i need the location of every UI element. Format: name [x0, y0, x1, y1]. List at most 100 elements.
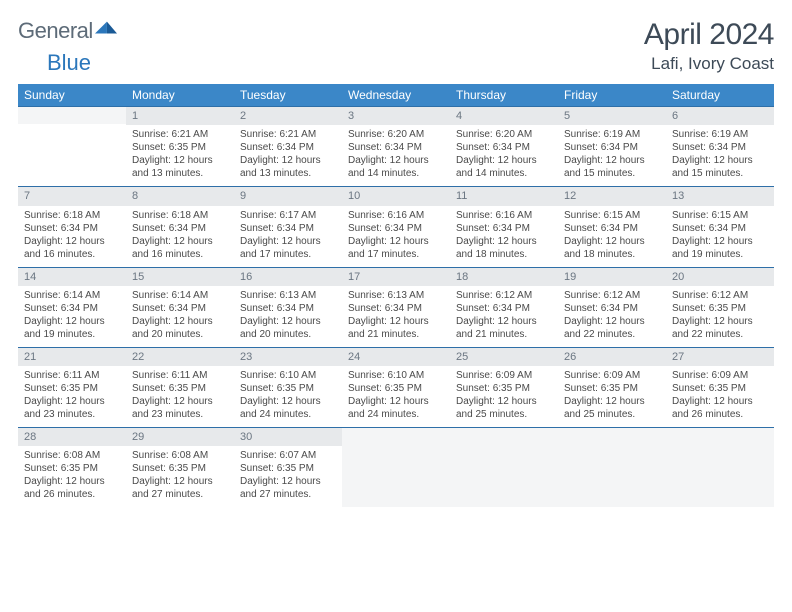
day-sunrise: Sunrise: 6:14 AM [24, 289, 120, 302]
day-daylight2: and 20 minutes. [240, 328, 336, 341]
day-sunset: Sunset: 6:34 PM [672, 222, 768, 235]
day-daylight1: Daylight: 12 hours [132, 475, 228, 488]
day-sunrise: Sunrise: 6:10 AM [348, 369, 444, 382]
day-daylight2: and 16 minutes. [132, 248, 228, 261]
day-daylight1: Daylight: 12 hours [24, 395, 120, 408]
day-daylight2: and 24 minutes. [348, 408, 444, 421]
day-sunrise: Sunrise: 6:09 AM [564, 369, 660, 382]
day-body: Sunrise: 6:08 AMSunset: 6:35 PMDaylight:… [126, 446, 234, 507]
day-body: Sunrise: 6:09 AMSunset: 6:35 PMDaylight:… [558, 366, 666, 427]
day-number: 28 [18, 427, 126, 446]
week-row: 21Sunrise: 6:11 AMSunset: 6:35 PMDayligh… [18, 347, 774, 427]
day-daylight1: Daylight: 12 hours [24, 475, 120, 488]
day-number: 24 [342, 347, 450, 366]
daynum-bar-blank [450, 427, 558, 445]
day-sunrise: Sunrise: 6:19 AM [564, 128, 660, 141]
day-number: 13 [666, 186, 774, 205]
day-sunrise: Sunrise: 6:11 AM [24, 369, 120, 382]
calendar-table: SundayMondayTuesdayWednesdayThursdayFrid… [18, 84, 774, 507]
day-number: 18 [450, 267, 558, 286]
day-body: Sunrise: 6:09 AMSunset: 6:35 PMDaylight:… [666, 366, 774, 427]
day-sunset: Sunset: 6:34 PM [564, 222, 660, 235]
day-daylight1: Daylight: 12 hours [672, 154, 768, 167]
day-number: 9 [234, 186, 342, 205]
day-cell [18, 106, 126, 186]
day-daylight2: and 15 minutes. [672, 167, 768, 180]
day-number: 29 [126, 427, 234, 446]
day-daylight2: and 21 minutes. [348, 328, 444, 341]
day-daylight1: Daylight: 12 hours [24, 315, 120, 328]
day-daylight1: Daylight: 12 hours [672, 235, 768, 248]
day-daylight2: and 22 minutes. [672, 328, 768, 341]
day-sunset: Sunset: 6:35 PM [24, 382, 120, 395]
day-header: Sunday [18, 84, 126, 106]
day-daylight2: and 26 minutes. [672, 408, 768, 421]
day-sunrise: Sunrise: 6:16 AM [456, 209, 552, 222]
day-daylight1: Daylight: 12 hours [456, 235, 552, 248]
day-cell: 19Sunrise: 6:12 AMSunset: 6:34 PMDayligh… [558, 267, 666, 347]
day-header: Tuesday [234, 84, 342, 106]
location: Lafi, Ivory Coast [644, 54, 774, 74]
day-number: 25 [450, 347, 558, 366]
day-sunset: Sunset: 6:34 PM [240, 141, 336, 154]
day-number: 20 [666, 267, 774, 286]
day-body: Sunrise: 6:07 AMSunset: 6:35 PMDaylight:… [234, 446, 342, 507]
day-daylight1: Daylight: 12 hours [348, 235, 444, 248]
day-cell [558, 427, 666, 507]
day-sunset: Sunset: 6:34 PM [564, 302, 660, 315]
day-number: 3 [342, 106, 450, 125]
day-daylight1: Daylight: 12 hours [240, 315, 336, 328]
day-daylight1: Daylight: 12 hours [132, 395, 228, 408]
day-daylight1: Daylight: 12 hours [672, 395, 768, 408]
day-cell: 2Sunrise: 6:21 AMSunset: 6:34 PMDaylight… [234, 106, 342, 186]
day-body: Sunrise: 6:13 AMSunset: 6:34 PMDaylight:… [234, 286, 342, 347]
day-body: Sunrise: 6:10 AMSunset: 6:35 PMDaylight:… [234, 366, 342, 427]
day-number: 15 [126, 267, 234, 286]
day-number: 7 [18, 186, 126, 205]
day-cell: 12Sunrise: 6:15 AMSunset: 6:34 PMDayligh… [558, 186, 666, 266]
day-body: Sunrise: 6:10 AMSunset: 6:35 PMDaylight:… [342, 366, 450, 427]
day-sunrise: Sunrise: 6:13 AM [348, 289, 444, 302]
day-body: Sunrise: 6:19 AMSunset: 6:34 PMDaylight:… [558, 125, 666, 186]
day-sunset: Sunset: 6:34 PM [456, 302, 552, 315]
day-header: Monday [126, 84, 234, 106]
day-daylight1: Daylight: 12 hours [672, 315, 768, 328]
day-daylight1: Daylight: 12 hours [456, 395, 552, 408]
header: General April 2024 Lafi, Ivory Coast [18, 18, 774, 74]
day-sunset: Sunset: 6:34 PM [24, 222, 120, 235]
day-sunset: Sunset: 6:34 PM [348, 302, 444, 315]
week-row: 7Sunrise: 6:18 AMSunset: 6:34 PMDaylight… [18, 186, 774, 266]
day-cell: 4Sunrise: 6:20 AMSunset: 6:34 PMDaylight… [450, 106, 558, 186]
day-sunset: Sunset: 6:34 PM [564, 141, 660, 154]
day-cell: 20Sunrise: 6:12 AMSunset: 6:35 PMDayligh… [666, 267, 774, 347]
day-sunset: Sunset: 6:35 PM [456, 382, 552, 395]
day-number: 21 [18, 347, 126, 366]
day-number: 26 [558, 347, 666, 366]
day-sunrise: Sunrise: 6:18 AM [132, 209, 228, 222]
day-cell: 25Sunrise: 6:09 AMSunset: 6:35 PMDayligh… [450, 347, 558, 427]
day-sunrise: Sunrise: 6:21 AM [132, 128, 228, 141]
day-sunset: Sunset: 6:35 PM [564, 382, 660, 395]
day-daylight2: and 22 minutes. [564, 328, 660, 341]
day-header: Friday [558, 84, 666, 106]
day-daylight1: Daylight: 12 hours [240, 154, 336, 167]
day-daylight1: Daylight: 12 hours [564, 154, 660, 167]
day-daylight2: and 17 minutes. [348, 248, 444, 261]
day-body: Sunrise: 6:18 AMSunset: 6:34 PMDaylight:… [18, 206, 126, 267]
daynum-bar-blank [342, 427, 450, 445]
day-cell: 23Sunrise: 6:10 AMSunset: 6:35 PMDayligh… [234, 347, 342, 427]
day-sunset: Sunset: 6:34 PM [240, 302, 336, 315]
day-sunset: Sunset: 6:34 PM [456, 141, 552, 154]
day-number: 2 [234, 106, 342, 125]
day-daylight2: and 20 minutes. [132, 328, 228, 341]
day-daylight1: Daylight: 12 hours [564, 315, 660, 328]
logo: General [18, 18, 117, 44]
day-cell [666, 427, 774, 507]
day-number: 10 [342, 186, 450, 205]
day-sunset: Sunset: 6:34 PM [132, 302, 228, 315]
day-cell: 3Sunrise: 6:20 AMSunset: 6:34 PMDaylight… [342, 106, 450, 186]
day-cell: 22Sunrise: 6:11 AMSunset: 6:35 PMDayligh… [126, 347, 234, 427]
day-number: 11 [450, 186, 558, 205]
day-body: Sunrise: 6:12 AMSunset: 6:34 PMDaylight:… [558, 286, 666, 347]
daynum-bar-blank [558, 427, 666, 445]
